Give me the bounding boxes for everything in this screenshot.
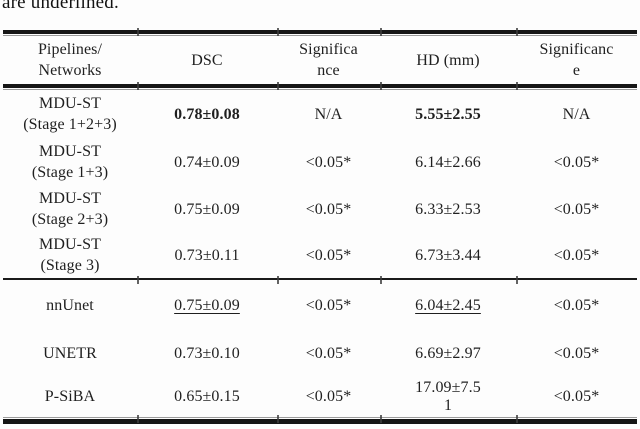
cell-hd: 6.73±3.44 [415,246,481,264]
cell-pipeline: MDU-ST (Stage 2+3) [31,190,109,228]
section-divider-rule [3,276,637,284]
column-tick [380,276,382,284]
column-tick [380,82,382,90]
cell-pipeline: UNETR [43,345,97,362]
header-significance-hd: Significanc e [539,41,614,79]
column-tick [277,415,279,423]
table-row-nnunet: nnUnet 0.75±0.09 <0.05* 6.04±2.45 <0.05* [3,280,637,331]
cell-dsc: 0.78±0.08 [174,105,240,123]
column-tick [137,276,139,284]
caption-fragment: are underlined. [2,0,119,13]
column-tick [380,415,382,423]
header-bottom-rule [3,82,637,90]
table-row-mdu-st-stage3: MDU-ST (Stage 3) 0.73±0.11 <0.05* 6.73±3… [3,232,637,278]
column-tick [516,28,518,36]
table-top-rule [3,28,637,36]
column-tick [277,28,279,36]
column-tick [516,82,518,90]
column-tick [277,82,279,90]
cell-dsc-significance: <0.05* [305,345,352,362]
cell-dsc: 0.65±0.15 [174,388,240,405]
cell-hd: 6.69±2.97 [415,345,481,362]
header-hd-mm: HD (mm) [416,51,480,69]
column-tick [137,28,139,36]
cell-dsc: 0.73±0.10 [174,345,240,362]
results-table: Pipelines/ Networks DSC Significa nce HD… [3,28,637,424]
cell-hd-significance: <0.05* [553,246,600,264]
cell-hd: 6.04±2.45 [415,297,481,314]
cell-dsc-significance: <0.05* [305,297,352,314]
cell-pipeline: nnUnet [46,297,94,314]
table-row-mdu-st-stage13: MDU-ST (Stage 1+3) 0.74±0.09 <0.05* 6.14… [3,138,637,186]
cell-pipeline: MDU-ST (Stage 1+2+3) [23,95,117,133]
cell-dsc-significance: <0.05* [305,200,352,218]
column-tick [277,276,279,284]
table-row-unetr: UNETR 0.73±0.10 <0.05* 6.69±2.97 <0.05* [3,331,637,376]
cell-dsc-significance: <0.05* [305,388,352,405]
cell-dsc: 0.75±0.09 [174,297,240,314]
column-tick [137,415,139,423]
cell-hd-significance: <0.05* [553,345,600,362]
cell-hd: 6.33±2.53 [415,200,481,218]
cell-dsc: 0.74±0.09 [174,153,240,171]
table-header-row: Pipelines/ Networks DSC Significa nce HD… [3,36,637,84]
cell-hd-significance: <0.05* [553,200,600,218]
cell-hd: 6.14±2.66 [415,153,481,171]
cell-hd-significance: N/A [562,105,591,123]
table-bottom-rule [3,415,637,424]
table-row-p-siba: P-SiBA 0.65±0.15 <0.05* 17.09±7.5 1 <0.0… [3,376,637,417]
cell-hd-significance: <0.05* [553,297,600,314]
cell-dsc-significance: <0.05* [305,153,352,171]
column-tick [137,82,139,90]
header-pipelines-networks: Pipelines/ Networks [37,41,103,79]
header-dsc: DSC [191,51,223,69]
cell-dsc-significance: <0.05* [305,246,352,264]
cell-hd-significance: <0.05* [553,153,600,171]
cell-pipeline: P-SiBA [44,388,96,405]
cell-hd: 17.09±7.5 1 [415,378,481,414]
header-significance-dsc: Significa nce [299,41,358,79]
cell-hd-significance: <0.05* [553,388,600,405]
column-tick [380,28,382,36]
cell-dsc: 0.75±0.09 [174,200,240,218]
cell-pipeline: MDU-ST (Stage 1+3) [31,143,109,181]
cell-dsc-significance: N/A [314,105,343,123]
table-row-mdu-st-stage23: MDU-ST (Stage 2+3) 0.75±0.09 <0.05* 6.33… [3,186,637,232]
cell-pipeline: MDU-ST (Stage 3) [39,236,101,274]
cell-dsc: 0.73±0.11 [174,246,240,264]
table-row-mdu-st-stage123: MDU-ST (Stage 1+2+3) 0.78±0.08 N/A 5.55±… [3,90,637,138]
column-tick [516,415,518,423]
cell-hd: 5.55±2.55 [415,105,481,123]
column-tick [516,276,518,284]
